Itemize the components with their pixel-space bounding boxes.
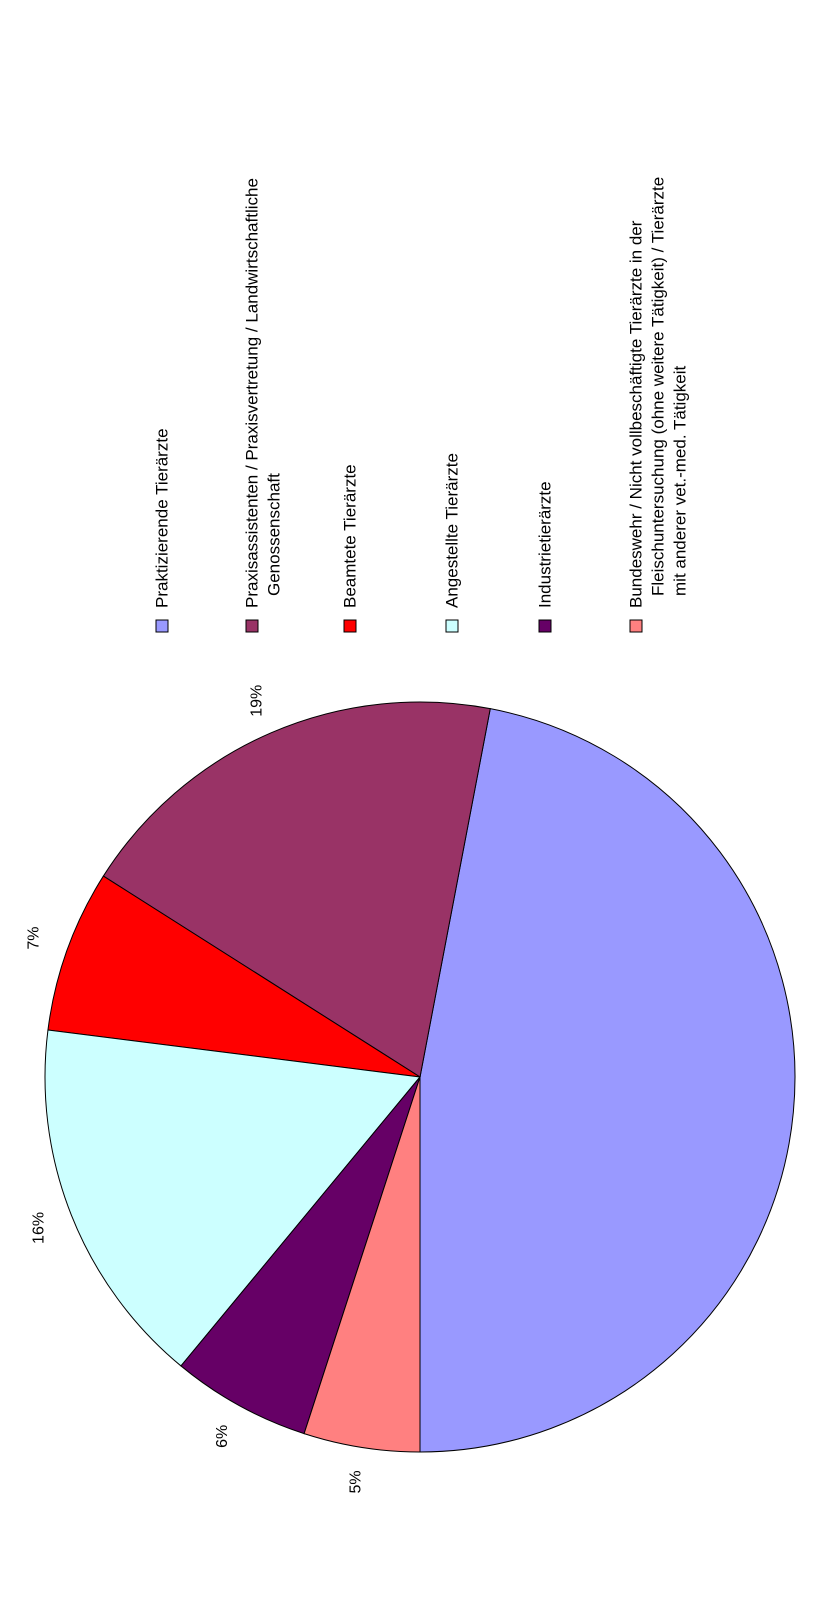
pie-slice-4 xyxy=(44,1029,421,1367)
legend-item-6: Bundeswehr / Nicht vollbeschäftigte Tier… xyxy=(627,177,690,633)
legend-label: Praxisassistenten / Praxisvertretung / L… xyxy=(243,178,262,608)
legend-swatch xyxy=(245,619,259,633)
pie-slice-6 xyxy=(303,1076,421,1453)
percent-label-2: 19% xyxy=(249,685,266,717)
percent-label-3: 7% xyxy=(26,927,43,950)
pie-slice-1 xyxy=(419,708,796,1453)
pie-slice-2 xyxy=(102,701,491,1078)
legend-swatch xyxy=(445,619,459,633)
legend: Praktizierende Tierärzte Praxisassistente… xyxy=(153,177,690,633)
percent-labels: 47%19%7%16%6%5% xyxy=(26,685,365,1494)
legend-swatch xyxy=(629,619,643,633)
legend-label: Bundeswehr / Nicht vollbeschäftigte Tier… xyxy=(627,220,646,608)
percent-label-4: 16% xyxy=(30,1212,47,1244)
legend-item-4: Angestellte Tierärzte xyxy=(443,453,462,633)
legend-label: Beamtete Tierärzte xyxy=(341,464,360,608)
legend-item-2: Praxisassistenten / Praxisvertretung / L… xyxy=(243,178,284,633)
legend-label: Fleischuntersuchung (ohne weitere Tätigk… xyxy=(649,177,668,596)
legend-swatch xyxy=(538,619,552,633)
legend-item-1: Praktizierende Tierärzte xyxy=(153,428,172,633)
pie-slice-3 xyxy=(47,875,421,1078)
pie-group xyxy=(44,701,796,1453)
pie-slice-5 xyxy=(180,1076,421,1435)
legend-label: mit anderer vet.-med. Tätigkeit xyxy=(671,366,690,596)
percent-label-5: 6% xyxy=(214,1425,231,1448)
legend-item-3: Beamtete Tierärzte xyxy=(341,464,360,633)
legend-label: Angestellte Tierärzte xyxy=(443,453,462,608)
legend-label: Genossenschaft xyxy=(265,473,284,596)
legend-label: Industrietierärzte xyxy=(536,481,555,608)
legend-swatch xyxy=(155,619,169,633)
legend-label: Praktizierende Tierärzte xyxy=(153,428,172,608)
percent-label-6: 5% xyxy=(347,1470,364,1493)
legend-swatch xyxy=(343,619,357,633)
legend-item-5: Industrietierärzte xyxy=(536,481,555,633)
